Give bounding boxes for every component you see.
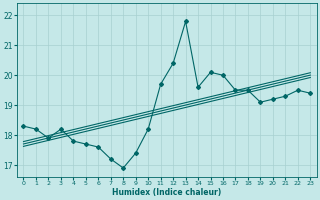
X-axis label: Humidex (Indice chaleur): Humidex (Indice chaleur) xyxy=(112,188,221,197)
